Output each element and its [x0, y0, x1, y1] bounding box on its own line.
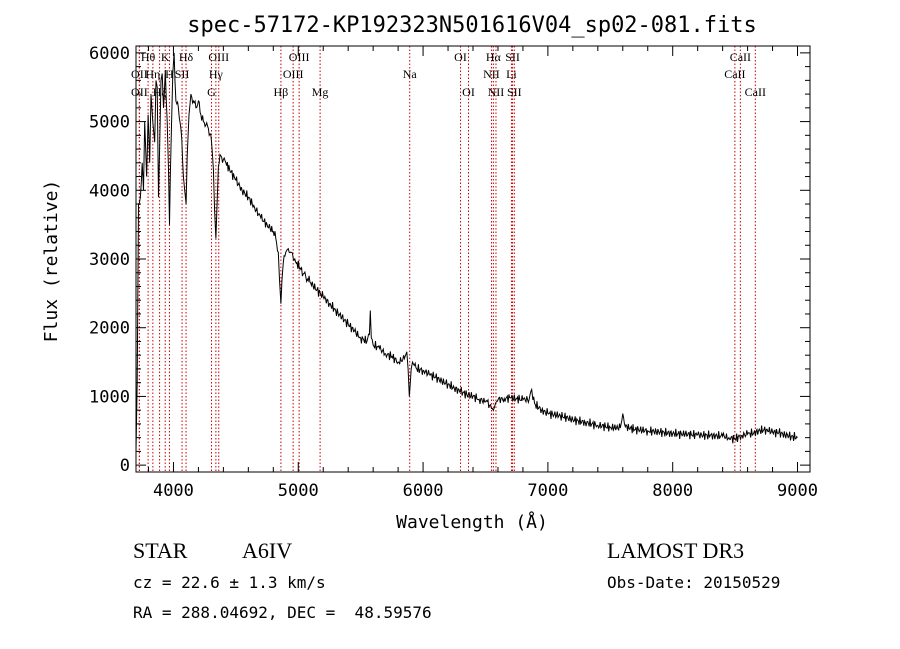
y-tick-label: 2000 — [89, 319, 130, 339]
spectral-line-label: H — [165, 67, 174, 81]
spectral-line-label: SII — [507, 85, 522, 99]
plot-frame — [135, 45, 811, 473]
spectral-subclass: A6IV — [242, 538, 293, 563]
spectral-line-label: NII — [488, 85, 505, 99]
x-axis-label: Wavelength (Å) — [396, 511, 548, 533]
spectral-line-label: NII — [483, 67, 500, 81]
y-tick-label: 4000 — [89, 181, 130, 201]
spectral-line-label: OIII — [289, 50, 310, 64]
spectral-line-label: OIII — [283, 67, 304, 81]
spectral-line-label: CaII — [724, 67, 745, 81]
y-tick-label: 3000 — [89, 250, 130, 270]
spectral-line-label: Hζ — [153, 85, 167, 99]
spectral-line-label: Na — [403, 67, 418, 81]
x-tick-label: 6000 — [403, 481, 444, 501]
spectral-line-label: OII — [131, 85, 148, 99]
spectral-line-label: Hγ — [209, 67, 224, 81]
spectral-line-label: CaII — [745, 85, 766, 99]
spectral-line-label: OIII — [208, 50, 229, 64]
spectral-line-label: OI — [454, 50, 467, 64]
object-class: STAR — [133, 538, 188, 563]
x-tick-label: 4000 — [153, 481, 194, 501]
y-tick-label: 6000 — [89, 44, 130, 64]
spectral-line-label: SII — [175, 67, 190, 81]
y-tick-label: 1000 — [89, 387, 130, 407]
spectrum-line — [135, 52, 798, 452]
spectral-line-label: Hθ — [141, 50, 156, 64]
spectral-line-label: SII — [505, 50, 520, 64]
y-tick-label: 0 — [120, 456, 130, 476]
spectral-line-label: G — [207, 85, 216, 99]
spectral-line-label: Mg — [312, 85, 329, 99]
x-tick-label: 9000 — [777, 481, 818, 501]
observation-date: Obs-Date: 20150529 — [607, 573, 781, 592]
spectral-line-label: OI — [462, 85, 475, 99]
sky-coordinates: RA = 288.04692, DEC = 48.59576 — [133, 603, 432, 622]
spectral-line-label: OII — [131, 67, 148, 81]
y-axis-label: Flux (relative) — [41, 180, 62, 343]
survey-name: LAMOST DR3 — [607, 538, 745, 563]
redshift-velocity: cz = 22.6 ± 1.3 km/s — [133, 573, 326, 592]
x-tick-label: 7000 — [527, 481, 568, 501]
spectral-line-label: Hβ — [274, 85, 289, 99]
spectral-line-label: Hα — [486, 50, 502, 64]
spectral-line-label: Hδ — [179, 50, 194, 64]
x-tick-label: 5000 — [278, 481, 319, 501]
spectral-line-label: Li — [506, 67, 517, 81]
spectral-line-label: CaII — [730, 50, 751, 64]
spectral-line-label: K — [161, 50, 170, 64]
chart-title: spec-57172-KP192323N501616V04_sp02-081.f… — [187, 13, 757, 38]
x-tick-label: 8000 — [652, 481, 693, 501]
spectral-line-label: Hη — [145, 67, 160, 81]
y-tick-label: 5000 — [89, 113, 130, 133]
